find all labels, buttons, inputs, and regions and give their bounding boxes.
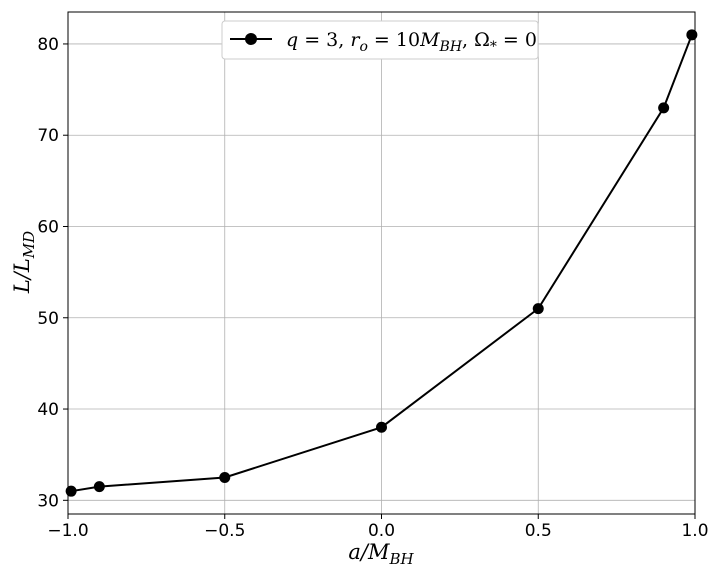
y-tick-label: 60	[37, 217, 59, 237]
data-point	[93, 481, 105, 493]
data-point	[65, 485, 77, 497]
y-axis-label: L/LMD	[10, 231, 38, 294]
y-tick-label: 50	[37, 309, 59, 329]
legend-entry-label: q = 3, ro = 10MBH, Ω* = 0	[286, 29, 537, 55]
legend-marker-swatch	[245, 33, 257, 45]
y-tick-label: 40	[37, 400, 59, 420]
y-axis-ticks: 30 40 50 60 70 80	[37, 35, 68, 511]
legend: q = 3, ro = 10MBH, Ω* = 0	[221, 20, 539, 60]
data-point	[686, 29, 698, 41]
data-point	[658, 102, 670, 114]
x-tick-label: 0.5	[525, 521, 552, 541]
x-axis-label: a/MBH	[348, 540, 414, 568]
data-point	[532, 303, 544, 315]
x-axis-ticks: −1.0 −0.5 0.0 0.5 1.0	[47, 514, 709, 541]
legend-box	[221, 20, 539, 60]
x-tick-label: −0.5	[204, 521, 245, 541]
data-point	[376, 421, 387, 433]
y-tick-label: 30	[37, 491, 59, 511]
y-tick-label: 70	[37, 126, 59, 146]
x-tick-label: −1.0	[47, 521, 88, 541]
x-tick-label: 0.0	[368, 521, 395, 541]
data-point	[219, 471, 231, 483]
y-tick-label: 80	[37, 35, 59, 55]
x-tick-label: 1.0	[681, 521, 708, 541]
